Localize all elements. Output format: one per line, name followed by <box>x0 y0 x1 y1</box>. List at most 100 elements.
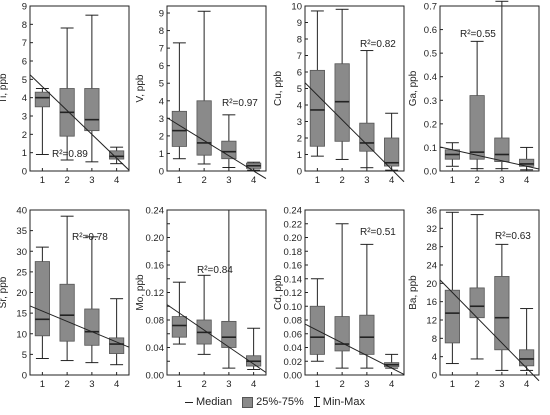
y-tick-label: 9 <box>22 2 27 13</box>
y-tick-label: 0.24 <box>284 206 303 217</box>
x-tick-label: 1 <box>177 379 182 390</box>
y-tick-label: 7 <box>22 38 27 49</box>
y-tick-label: 0.1 <box>424 143 437 154</box>
box-1 <box>444 142 460 167</box>
r-squared-label: R²=0.97 <box>222 98 258 109</box>
y-tick-label: 4 <box>159 96 164 107</box>
iqr-box <box>309 69 325 147</box>
x-tick-label: 3 <box>226 379 231 390</box>
y-tick-label: 0 <box>159 167 164 178</box>
iqr-box <box>334 316 350 352</box>
x-tick-label: 2 <box>339 175 344 186</box>
box-3 <box>359 243 375 369</box>
y-tick-label: 0.20 <box>146 233 165 244</box>
box-2 <box>59 27 75 161</box>
box-2 <box>196 274 212 355</box>
x-tick-label: 2 <box>474 175 479 186</box>
x-tick-label: 1 <box>177 175 182 186</box>
y-tick-label: 8 <box>432 334 437 345</box>
y-tick-label: 25 <box>16 267 27 278</box>
y-tick-label: 0.12 <box>146 288 165 299</box>
y-tick-label: 35 <box>16 226 27 237</box>
x-tick-label: 1 <box>40 379 45 390</box>
y-tick-label: 16 <box>426 297 437 308</box>
y-tick-label: 20 <box>426 279 437 290</box>
legend-box-label: 25%-75% <box>256 396 304 408</box>
iqr-box <box>494 276 510 351</box>
y-tick-label: 20 <box>16 288 27 299</box>
legend-whisker: Min-Max <box>313 396 365 408</box>
r-squared-label: R²=0.51 <box>360 227 396 238</box>
box-4 <box>384 112 400 171</box>
box-1 <box>309 10 325 157</box>
y-tick-label: 9 <box>297 18 302 29</box>
box-2 <box>334 8 350 160</box>
y-tick-label: 0.20 <box>284 233 303 244</box>
x-tick-label: 4 <box>524 175 529 186</box>
y-tick-label: 0 <box>22 167 27 178</box>
y-tick-label: 0.4 <box>424 72 437 83</box>
box-2 <box>469 40 485 170</box>
chart-panel-5: 0 5 10 15 20 25 30 35 40 Sr, ppb 1 2 3 4 R²=0.78 <box>0 206 130 390</box>
iqr-box <box>519 349 535 367</box>
box-4 <box>519 308 535 371</box>
x-tick-label: 3 <box>89 175 94 186</box>
y-tick-label: 0.04 <box>284 343 303 354</box>
x-tick-label: 4 <box>114 175 119 186</box>
y-tick-label: 32 <box>426 224 437 235</box>
y-tick-label: 0.24 <box>146 206 165 217</box>
x-tick-label: 1 <box>315 175 320 186</box>
y-axis-label: Ba, ppb <box>408 275 419 310</box>
y-tick-label: 0.7 <box>424 2 437 13</box>
y-tick-label: 36 <box>426 206 437 217</box>
iqr-box <box>84 88 100 132</box>
chart-panel-1: 0 1 2 3 4 5 6 7 8 9 Ti, ppb 1 2 3 4 R²=0.89 <box>0 2 130 186</box>
box-2 <box>334 223 350 369</box>
y-tick-label: 5 <box>22 350 27 361</box>
y-tick-label: 0.12 <box>284 288 303 299</box>
y-tick-label: 4 <box>22 93 27 104</box>
y-axis-label: Cd, ppb <box>273 275 284 310</box>
iqr-box <box>34 261 50 337</box>
legend: Median 25%-75% Min-Max <box>0 394 550 410</box>
r-squared-label: R²=0.82 <box>360 39 396 50</box>
box-3 <box>359 50 375 169</box>
y-tick-label: 6 <box>297 68 302 79</box>
trend-line <box>304 323 405 375</box>
plot-frame <box>29 5 130 172</box>
chart-panel-3: 0 1 2 3 4 5 6 7 8 9 10 Cu, ppb 1 2 3 4 R²=0.82 <box>273 2 405 186</box>
x-tick-label: 4 <box>389 175 394 186</box>
whisker-swatch <box>313 397 320 407</box>
y-axis-label: V, ppb <box>135 74 146 102</box>
median-swatch <box>185 401 194 403</box>
x-tick-label: 4 <box>389 379 394 390</box>
y-tick-label: 0.5 <box>424 49 437 60</box>
y-tick-label: 0.16 <box>284 261 303 272</box>
y-tick-label: 0.08 <box>146 316 165 327</box>
trend-line <box>29 74 130 171</box>
plot-frame <box>166 209 267 376</box>
box-1 <box>444 211 460 365</box>
trend-line <box>29 305 130 348</box>
y-tick-label: 0.06 <box>284 329 303 340</box>
y-tick-label: 8 <box>22 20 27 31</box>
iqr-box <box>469 95 485 160</box>
y-tick-label: 0.16 <box>146 261 165 272</box>
iqr-box <box>196 100 212 156</box>
y-tick-label: 5 <box>22 75 27 86</box>
y-tick-label: 15 <box>16 309 27 320</box>
plot-frame <box>439 209 540 376</box>
y-tick-label: 0.18 <box>284 247 303 258</box>
y-tick-label: 7 <box>297 51 302 62</box>
trend-line <box>166 304 267 373</box>
box-4 <box>519 146 535 171</box>
y-tick-label: 10 <box>291 2 302 13</box>
box-2 <box>469 214 485 360</box>
r-squared-label: R²=0.89 <box>52 149 88 160</box>
y-axis-label: Sr, ppb <box>0 276 9 308</box>
box-1 <box>171 42 187 160</box>
box-3 <box>84 14 100 163</box>
legend-median-label: Median <box>196 396 233 408</box>
iqr-box <box>494 137 510 162</box>
